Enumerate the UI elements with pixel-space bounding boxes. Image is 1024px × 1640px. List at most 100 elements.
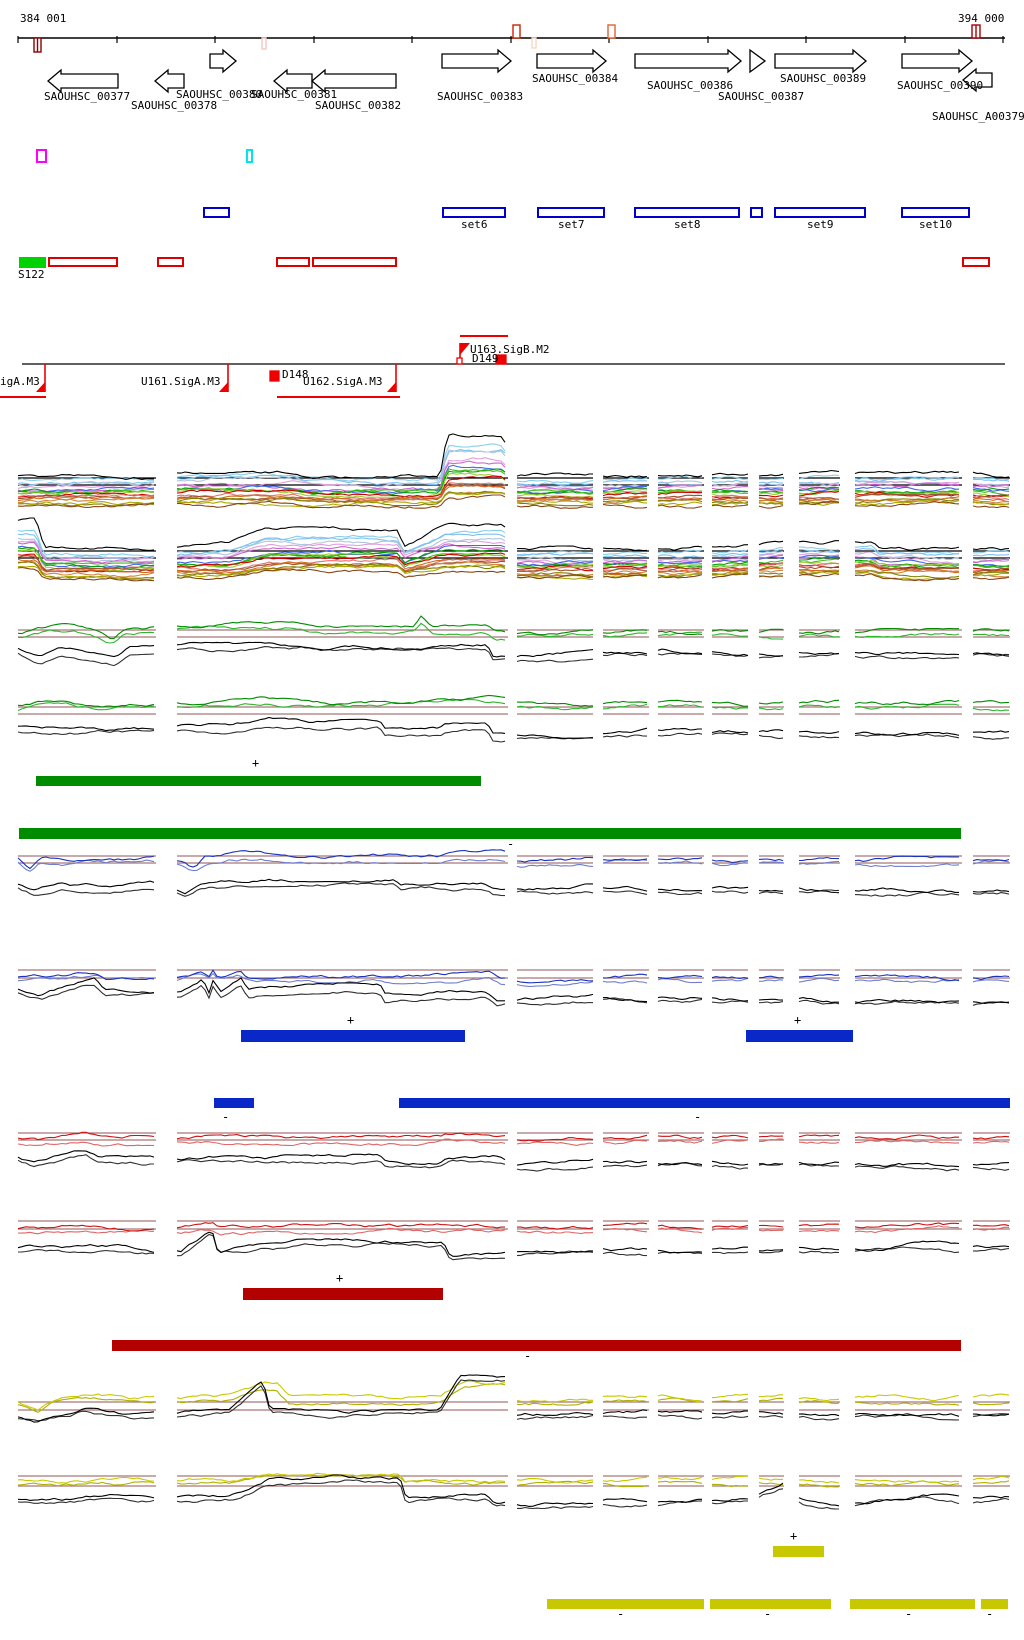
coverage-line xyxy=(972,1226,1010,1231)
coverage-line xyxy=(516,560,594,567)
coverage-line xyxy=(972,1224,1010,1227)
coverage-line xyxy=(516,993,594,1001)
coverage-line xyxy=(657,1480,703,1484)
coverage-line xyxy=(854,1479,960,1484)
set-label-set8: set8 xyxy=(674,218,701,231)
coverage-line xyxy=(602,490,648,495)
coverage-line xyxy=(657,699,703,703)
red-feature-box xyxy=(312,257,397,267)
set-label-set10: set10 xyxy=(919,218,953,231)
coverage-line xyxy=(798,856,840,862)
coverage-line xyxy=(758,729,784,733)
coverage-line xyxy=(972,1166,1010,1171)
gene-label-saouhsc_00386: SAOUHSC_00386 xyxy=(647,79,734,92)
coverage-line xyxy=(799,556,839,561)
coverage-line xyxy=(17,1393,155,1411)
coverage-line xyxy=(17,1407,155,1423)
coverage-line xyxy=(176,472,506,498)
set-box-set7 xyxy=(537,207,605,218)
coverage-line xyxy=(758,547,783,552)
coverage-line xyxy=(798,482,840,486)
coverage-line xyxy=(176,615,506,633)
coverage-line xyxy=(176,563,506,577)
coverage-line xyxy=(798,570,840,575)
coverage-line xyxy=(657,501,703,506)
coverage-line xyxy=(602,703,648,710)
gene-label-saouhsc_00384: SAOUHSC_00384 xyxy=(532,72,619,85)
gene-label-saouhsc_00389: SAOUHSC_00389 xyxy=(780,72,867,85)
strand-sign-minus: - xyxy=(524,1349,532,1363)
coverage-line xyxy=(758,1477,783,1481)
coverage-line xyxy=(657,998,703,1003)
coverage-line xyxy=(657,574,703,579)
coverage-line xyxy=(516,1401,594,1406)
coverage-line xyxy=(516,556,594,562)
coverage-line xyxy=(854,1246,960,1254)
coverage-line xyxy=(602,567,648,573)
coverage-line xyxy=(657,554,703,559)
coverage-line xyxy=(516,883,593,891)
coverage-line xyxy=(758,858,784,862)
coverage-line xyxy=(18,565,155,581)
coverage-line xyxy=(176,1472,506,1484)
coverage-line xyxy=(17,1150,155,1163)
coverage-line xyxy=(798,486,840,491)
ruler-marker xyxy=(531,37,537,49)
coverage-line xyxy=(711,486,748,490)
coverage-line xyxy=(972,1245,1010,1249)
coverage-line xyxy=(758,1224,784,1228)
coverage-line xyxy=(17,558,155,574)
coverage-line xyxy=(854,569,960,579)
coverage-line xyxy=(972,979,1010,983)
flag-triangle xyxy=(219,382,228,392)
track-yellow-pair-1 xyxy=(17,1374,1010,1423)
coverage-line xyxy=(972,554,1010,557)
coverage-line xyxy=(602,499,648,503)
coverage-line xyxy=(176,1138,506,1147)
coverage-line xyxy=(176,698,506,709)
coverage-line xyxy=(972,700,1010,704)
coverage-line xyxy=(798,474,840,480)
coverage-line xyxy=(516,1137,594,1142)
coverage-line xyxy=(657,474,703,478)
cyan-motif-box xyxy=(246,149,253,163)
coverage-line xyxy=(602,547,648,552)
coverage-line xyxy=(973,550,1010,554)
coverage-line xyxy=(854,1480,960,1487)
sig-label-2: D148 xyxy=(282,368,309,381)
coverage-line xyxy=(798,860,840,865)
coverage-tracks xyxy=(17,433,1010,1510)
strand-sign-minus: - xyxy=(905,1607,913,1621)
gene-arrow-saouhsc_00390 xyxy=(901,48,974,74)
coverage-line xyxy=(176,475,506,498)
coverage-line xyxy=(758,477,784,481)
coverage-line xyxy=(711,479,749,483)
coverage-line xyxy=(602,1483,648,1488)
coverage-line xyxy=(17,554,155,572)
coverage-line xyxy=(855,569,960,575)
coverage-line xyxy=(972,1475,1010,1481)
coverage-line xyxy=(854,731,960,736)
coverage-line xyxy=(602,558,648,562)
coverage-line xyxy=(798,1497,840,1507)
coverage-line xyxy=(517,1505,594,1510)
coverage-line xyxy=(854,1493,960,1505)
coverage-line xyxy=(854,573,960,582)
coverage-line xyxy=(602,1247,648,1252)
coverage-line xyxy=(972,567,1010,573)
coverage-line xyxy=(711,552,749,557)
coverage-line xyxy=(657,504,703,509)
coverage-line xyxy=(176,540,506,559)
coverage-line xyxy=(602,503,648,509)
blue-region-bar-plus-1 xyxy=(241,1030,465,1042)
coverage-line xyxy=(972,1495,1010,1499)
strand-sign-minus: - xyxy=(764,1607,772,1621)
coverage-line xyxy=(657,560,703,565)
coverage-line xyxy=(17,1141,155,1147)
coverage-line xyxy=(799,546,840,551)
coverage-line xyxy=(972,1497,1010,1504)
coverage-line xyxy=(516,500,594,504)
coverage-line xyxy=(854,488,960,494)
coverage-line xyxy=(854,733,960,739)
coverage-line xyxy=(17,517,155,551)
